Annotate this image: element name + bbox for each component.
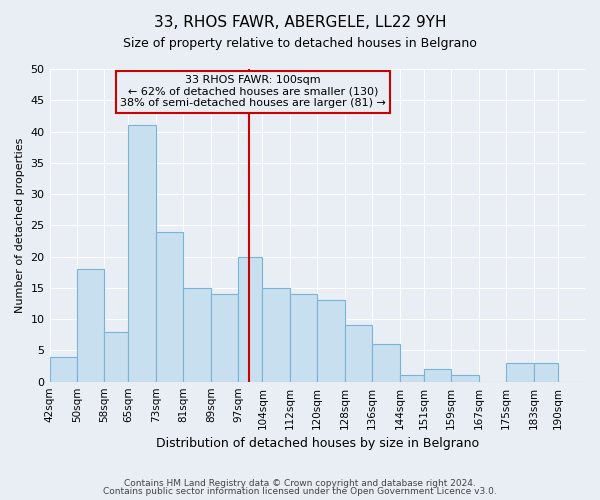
Bar: [451, 376, 479, 382]
Bar: [345, 326, 372, 382]
Bar: [506, 363, 533, 382]
Y-axis label: Number of detached properties: Number of detached properties: [15, 138, 25, 313]
Bar: [50, 356, 77, 382]
Bar: [533, 363, 557, 382]
Text: 33 RHOS FAWR: 100sqm
← 62% of detached houses are smaller (130)
38% of semi-deta: 33 RHOS FAWR: 100sqm ← 62% of detached h…: [120, 76, 386, 108]
Bar: [104, 332, 128, 382]
Bar: [400, 376, 424, 382]
Bar: [128, 126, 156, 382]
Text: Contains public sector information licensed under the Open Government Licence v3: Contains public sector information licen…: [103, 487, 497, 496]
Bar: [290, 294, 317, 382]
Bar: [317, 300, 345, 382]
Text: 33, RHOS FAWR, ABERGELE, LL22 9YH: 33, RHOS FAWR, ABERGELE, LL22 9YH: [154, 15, 446, 30]
Bar: [424, 369, 451, 382]
Bar: [184, 288, 211, 382]
Bar: [238, 256, 262, 382]
Bar: [372, 344, 400, 382]
X-axis label: Distribution of detached houses by size in Belgrano: Distribution of detached houses by size …: [156, 437, 479, 450]
Bar: [262, 288, 290, 382]
Bar: [77, 269, 104, 382]
Text: Size of property relative to detached houses in Belgrano: Size of property relative to detached ho…: [123, 38, 477, 51]
Bar: [156, 232, 184, 382]
Text: Contains HM Land Registry data © Crown copyright and database right 2024.: Contains HM Land Registry data © Crown c…: [124, 478, 476, 488]
Bar: [211, 294, 238, 382]
